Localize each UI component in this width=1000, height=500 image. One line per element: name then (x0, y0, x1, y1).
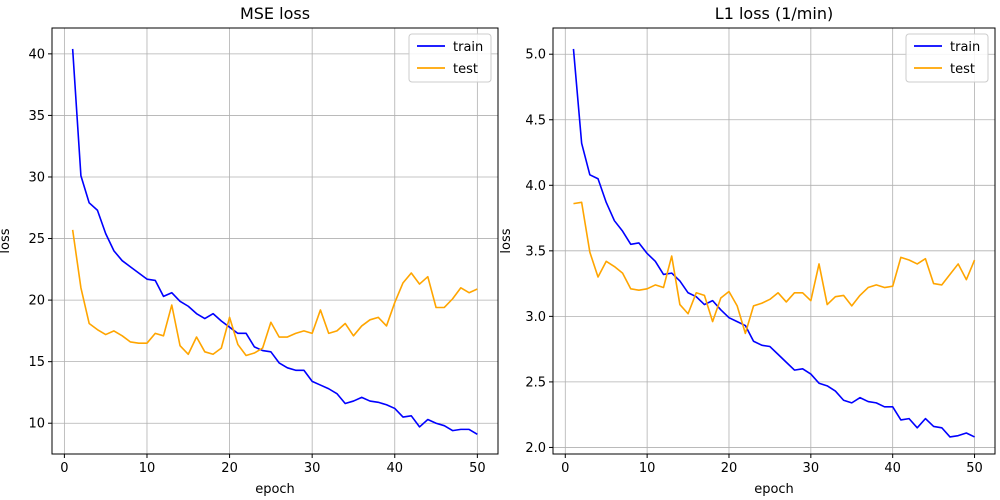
mse-ytick-label: 40 (28, 47, 45, 62)
mse-train-line (71, 48, 478, 435)
mse-ytick-label: 30 (28, 170, 45, 185)
mse-xtick-label: 50 (469, 461, 486, 476)
l1-ytick-label: 4.5 (525, 113, 546, 128)
l1-train-line (572, 48, 975, 438)
l1-ytick-label: 2.5 (525, 375, 546, 390)
mse-legend-test-label: test (453, 62, 478, 77)
mse-y-axis-label: loss (0, 228, 13, 253)
mse-axes-frame (51, 27, 499, 455)
l1-ytick-label: 2.0 (525, 441, 546, 456)
l1-ytick-label: 3.0 (525, 310, 546, 325)
l1-legend-train-label: train (950, 40, 980, 55)
l1-legend-test-label: test (950, 62, 975, 77)
l1-axes-frame (552, 27, 996, 455)
mse-x-axis-label: epoch (255, 482, 295, 497)
mse-xtick-label: 0 (60, 461, 68, 476)
l1-chart-title: L1 loss (1/min) (715, 4, 833, 23)
l1-loss-panel: 0 10 20 30 40 50 2.0 2.5 3.0 3.5 4.0 4.5 5.0 L1 loss … (499, 4, 996, 497)
mse-xtick-label: 40 (386, 461, 403, 476)
mse-ytick-label: 15 (28, 355, 45, 370)
l1-xtick-label: 10 (639, 461, 656, 476)
l1-xtick-label: 30 (803, 461, 820, 476)
l1-xtick-label: 50 (966, 461, 983, 476)
mse-xtick-label: 30 (304, 461, 321, 476)
mse-xtick-label: 20 (221, 461, 238, 476)
mse-legend-train-label: train (453, 40, 483, 55)
mse-test-line (71, 229, 478, 357)
l1-xtick-label: 20 (721, 461, 738, 476)
l1-ytick-label: 4.0 (525, 179, 546, 194)
l1-y-axis-label: loss (499, 228, 514, 253)
l1-xtick-label: 0 (561, 461, 569, 476)
mse-loss-panel: 0 10 20 30 40 50 10 15 20 25 30 35 40 MSE loss epoch lo… (0, 4, 499, 497)
l1-ytick-label: 5.0 (525, 48, 546, 63)
mse-ytick-label: 35 (28, 109, 45, 124)
l1-ytick-label: 3.5 (525, 244, 546, 259)
l1-x-axis-label: epoch (754, 482, 794, 497)
mse-xtick-label: 10 (139, 461, 156, 476)
mse-ytick-label: 10 (28, 417, 45, 432)
mse-ytick-label: 20 (28, 294, 45, 309)
l1-test-line (573, 201, 976, 335)
mse-chart-title: MSE loss (240, 4, 310, 23)
mse-ytick-label: 25 (28, 232, 45, 247)
l1-xtick-label: 40 (884, 461, 901, 476)
